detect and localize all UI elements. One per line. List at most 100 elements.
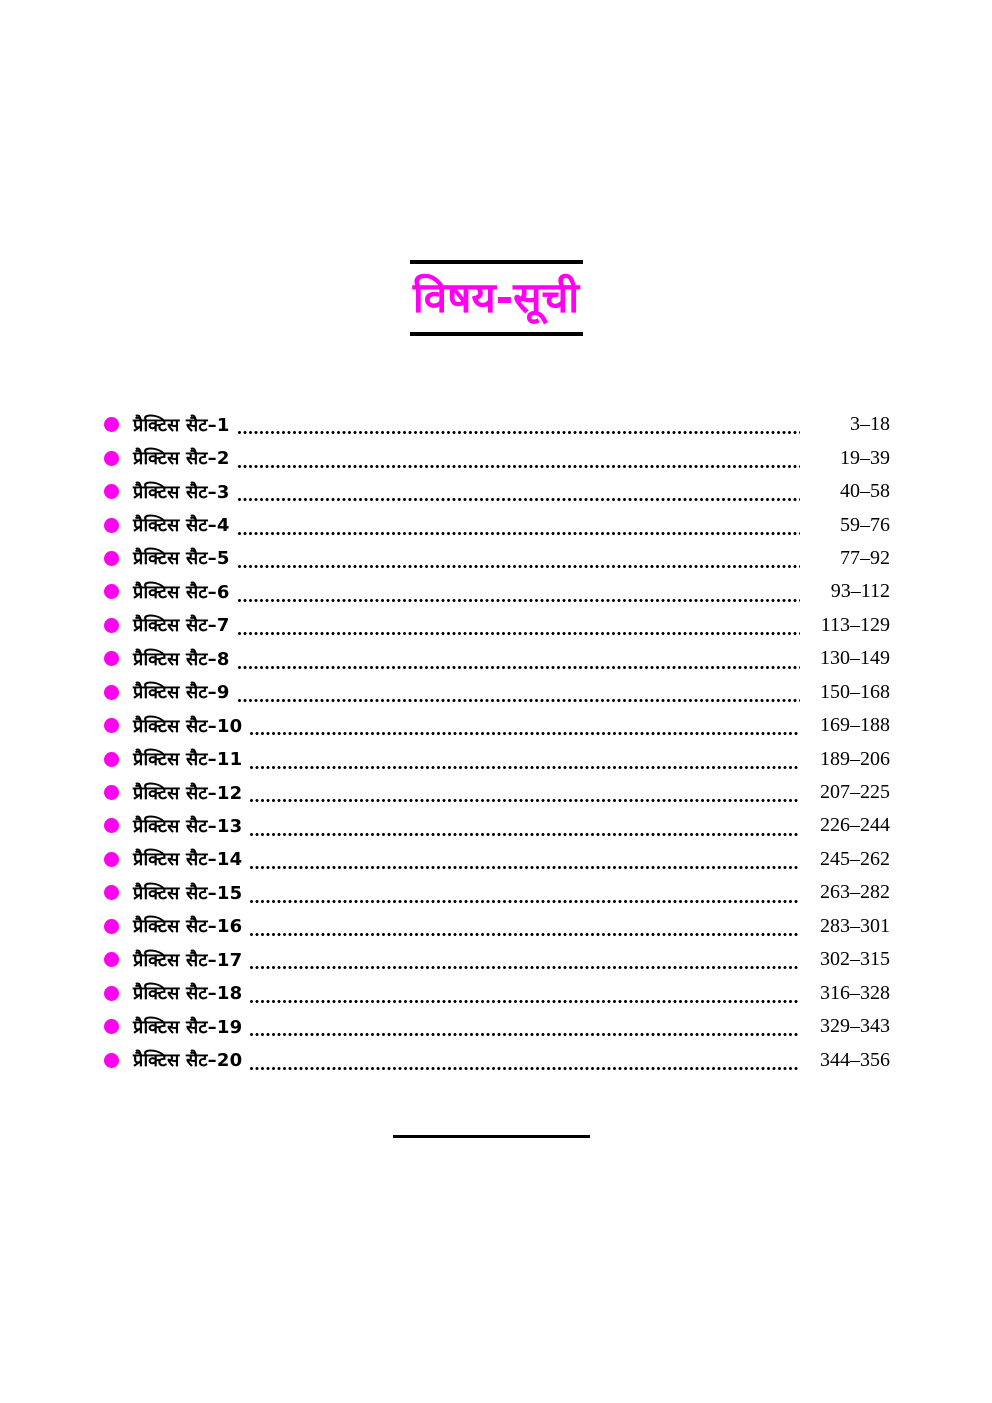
toc-entry-label: प्रैक्टिस सैट–11 (133, 749, 243, 771)
dotted-leader (250, 1066, 800, 1070)
toc-entry-label: प्रैक्टिस सैट–14 (133, 849, 243, 871)
toc-entry-pages: 3–18 (850, 413, 890, 436)
bullet-icon (104, 617, 119, 633)
dotted-leader (250, 999, 800, 1003)
title-block: विषय-सूची (0, 260, 992, 336)
dotted-leader (250, 933, 800, 936)
toc-entry-pages: 150–168 (820, 680, 890, 703)
toc-entry-label: प्रैक्टिस सैट–5 (133, 548, 230, 570)
toc-entry-label: प्रैक्टिस सैट–17 (133, 949, 243, 971)
toc-entry: प्रैक्टिस सैट–15 263–282 (104, 876, 890, 909)
toc-entry-label: प्रैक्टिस सैट–13 (133, 815, 243, 837)
bullet-icon (104, 517, 119, 533)
toc-entry-label: प्रैक्टिस सैट–19 (133, 1016, 243, 1038)
bullet-icon (104, 785, 119, 801)
dotted-leader (237, 565, 800, 569)
dotted-leader (237, 498, 800, 502)
toc-entry: प्रैक्टिस सैट–19 329–343 (104, 1010, 890, 1043)
toc-entry: प्रैक्टिस सैट–14 245–262 (104, 843, 890, 876)
toc-entry: प्रैक्टिस सैट–8 130–149 (104, 642, 890, 675)
bullet-icon (104, 918, 119, 934)
dotted-leader (250, 765, 800, 769)
toc-entry-pages: 207–225 (820, 781, 890, 804)
toc-entry-label: प्रैक्टिस सैट–15 (133, 882, 243, 904)
toc-entry: प्रैक्टिस सैट–9 150–168 (104, 676, 890, 709)
toc-entry: प्रैक्टिस सैट–4 59–76 (104, 508, 890, 541)
title-rule-bottom (409, 332, 583, 336)
toc-entry-pages: 316–328 (820, 981, 890, 1004)
toc-entry-label: प्रैक्टिस सैट–8 (133, 648, 230, 670)
dotted-leader (250, 1033, 800, 1037)
toc-entry-pages: 130–149 (820, 647, 890, 670)
dotted-leader (237, 665, 800, 669)
toc-entry-pages: 226–244 (820, 814, 890, 837)
bullet-icon (104, 651, 119, 667)
toc-entry: प्रैक्टिस सैट–20 344–356 (104, 1043, 890, 1076)
toc-entry: प्रैक्टिस सैट–12 207–225 (104, 776, 890, 809)
toc-entry-label: प्रैक्टिस सैट–12 (133, 782, 243, 804)
toc-entry-label: प्रैक्टिस सैट–4 (133, 515, 230, 537)
toc-entry: प्रैक्टिस सैट–7 113–129 (104, 609, 890, 642)
toc-entry: प्रैक्टिस सैट–2 19–39 (104, 441, 890, 474)
bullet-icon (104, 1052, 119, 1068)
toc-entry-label: प्रैक्टिस सैट–3 (133, 481, 230, 503)
toc-entry-label: प्रैक्टिस सैट–1 (133, 414, 230, 436)
toc-entry-pages: 302–315 (820, 948, 890, 971)
bullet-icon (104, 550, 119, 566)
toc-entry-pages: 344–356 (820, 1048, 890, 1071)
bullet-icon (104, 751, 119, 767)
toc-entry-pages: 329–343 (820, 1015, 890, 1038)
toc-entry: प्रैक्टिस सैट–17 302–315 (104, 943, 890, 976)
dotted-leader (237, 431, 800, 435)
toc-list: प्रैक्टिस सैट–1 3–18 प्रैक्टिस सैट–2 19–… (104, 408, 890, 1077)
toc-entry-label: प्रैक्टिस सैट–16 (133, 916, 243, 938)
end-divider (393, 1135, 590, 1138)
toc-entry: प्रैक्टिस सैट–13 226–244 (104, 809, 890, 842)
page-title: विषय-सूची (412, 273, 580, 322)
dotted-leader (237, 531, 800, 535)
toc-entry-pages: 19–39 (840, 446, 890, 469)
dotted-leader (250, 899, 800, 903)
toc-entry-pages: 283–301 (820, 914, 890, 937)
toc-entry-pages: 189–206 (820, 747, 890, 770)
dotted-leader (237, 632, 800, 636)
bullet-icon (104, 885, 119, 901)
toc-entry-label: प्रैक्टिस सैट–20 (133, 1050, 243, 1072)
toc-entry-label: प्रैक्टिस सैट–6 (133, 581, 230, 603)
dotted-leader (250, 966, 800, 970)
dotted-leader (250, 866, 800, 870)
dotted-leader (250, 832, 800, 836)
toc-entry-pages: 59–76 (840, 513, 890, 536)
toc-entry-pages: 93–112 (830, 580, 890, 603)
toc-entry: प्रैक्टिस सैट–6 93–112 (104, 575, 890, 608)
bullet-icon (104, 985, 119, 1001)
toc-entry-pages: 113–129 (820, 613, 890, 636)
toc-entry-pages: 169–188 (820, 714, 890, 737)
dotted-leader (237, 464, 800, 468)
toc-entry-label: प्रैक्टिस सैट–7 (133, 615, 230, 637)
bullet-icon (104, 584, 119, 600)
toc-entry: प्रैक्टिस सैट–18 316–328 (104, 976, 890, 1009)
toc-entry-pages: 263–282 (820, 881, 890, 904)
bullet-icon (104, 718, 119, 734)
toc-entry-label: प्रैक्टिस सैट–9 (133, 682, 230, 704)
toc-entry-label: प्रैक्टिस सैट–2 (133, 448, 230, 470)
toc-entry: प्रैक्टिस सैट–11 189–206 (104, 742, 890, 775)
bullet-icon (104, 417, 119, 433)
toc-entry-label: प्रैक्टिस सैट–18 (133, 983, 243, 1005)
toc-entry: प्रैक्टिस सैट–16 283–301 (104, 910, 890, 943)
toc-entry-pages: 245–262 (820, 847, 890, 870)
toc-entry-pages: 77–92 (840, 546, 890, 569)
dotted-leader (250, 732, 800, 736)
dotted-leader (237, 698, 800, 702)
title-rule-top (409, 260, 583, 264)
bullet-icon (104, 484, 119, 500)
dotted-leader (250, 799, 800, 803)
bullet-icon (104, 450, 119, 466)
dotted-leader (237, 598, 800, 602)
toc-entry-label: प्रैक्टिस सैट–10 (133, 715, 243, 737)
toc-entry: प्रैक्टिस सैट–5 77–92 (104, 542, 890, 575)
toc-entry: प्रैक्टिस सैट–3 40–58 (104, 475, 890, 508)
toc-entry-pages: 40–58 (840, 480, 890, 503)
bullet-icon (104, 952, 119, 968)
